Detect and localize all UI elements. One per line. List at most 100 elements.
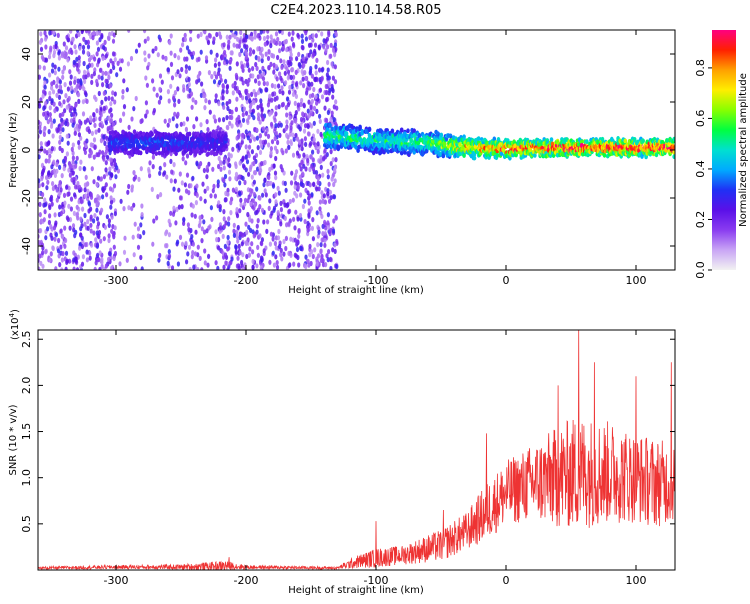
spectrogram-noise-point bbox=[299, 80, 303, 86]
spectrogram-noise-point bbox=[105, 214, 109, 220]
spectrogram-noise-point bbox=[38, 64, 42, 70]
spectrogram-noise-point bbox=[47, 219, 52, 226]
spectrogram-noise-point bbox=[297, 124, 301, 130]
spectrogram-noise-point bbox=[262, 80, 266, 87]
spectrogram-noise-point bbox=[248, 138, 252, 144]
spectrogram-noise-point bbox=[207, 253, 211, 259]
spectrogram-noise-point bbox=[71, 159, 75, 165]
spectrogram-noise-point bbox=[212, 183, 216, 189]
spectrogram-noise-point bbox=[46, 179, 50, 185]
spectrogram-noise-point bbox=[97, 195, 101, 201]
spectrogram-noise-point bbox=[255, 223, 259, 229]
spectrogram-noise-point bbox=[183, 56, 187, 62]
spectrogram-noise-point bbox=[199, 122, 203, 128]
spectrogram-noise-point bbox=[289, 125, 293, 131]
spectrogram-noise-point bbox=[80, 261, 85, 267]
spectrogram-noise-point bbox=[80, 30, 84, 35]
spectrogram-noise-point bbox=[252, 179, 256, 185]
spectrogram-signal-point bbox=[439, 132, 444, 138]
spectrogram-noise-point bbox=[319, 164, 323, 170]
spectrogram-x-axis-label: Height of straight line (km) bbox=[288, 285, 424, 296]
spectrogram-signal-point bbox=[138, 150, 143, 156]
spectrogram-noise-point bbox=[284, 125, 288, 132]
spectrogram-noise-point bbox=[44, 57, 49, 63]
spectrogram-noise-point bbox=[92, 30, 96, 36]
spectrogram-noise-point bbox=[98, 37, 102, 43]
spectrogram-noise-point bbox=[234, 244, 238, 250]
spectrogram-noise-point bbox=[280, 85, 284, 91]
spectrogram-noise-point bbox=[296, 32, 300, 38]
spectrogram-signal-point bbox=[399, 127, 404, 133]
spectrogram-noise-point bbox=[227, 169, 232, 175]
spectrogram-noise-point bbox=[270, 139, 275, 145]
spectrogram-noise-point bbox=[163, 118, 167, 124]
spectrogram-noise-point bbox=[90, 242, 94, 248]
spectrogram-noise-point bbox=[101, 82, 105, 88]
spectrogram-noise-point bbox=[323, 237, 327, 243]
spectrogram-noise-point bbox=[125, 257, 129, 263]
spectrogram-noise-point bbox=[190, 254, 194, 260]
spectrogram-noise-point bbox=[63, 200, 67, 206]
spectrogram-noise-point bbox=[140, 212, 144, 218]
spectrogram-noise-point bbox=[295, 136, 300, 142]
spectrogram-noise-point bbox=[297, 262, 301, 268]
spectrogram-noise-point bbox=[320, 67, 324, 73]
spectrogram-noise-point bbox=[113, 91, 117, 97]
spectrogram-noise-point bbox=[218, 204, 222, 210]
spectrogram-noise-point bbox=[193, 213, 197, 219]
spectrogram-noise-point bbox=[93, 122, 97, 128]
spectrogram-noise-point bbox=[54, 43, 58, 50]
spectrogram-noise-point bbox=[302, 83, 306, 89]
spectrogram-noise-point bbox=[95, 51, 99, 57]
spectrogram-noise-point bbox=[79, 159, 83, 165]
spectrogram-noise-point bbox=[313, 247, 317, 253]
spectrogram-noise-point bbox=[44, 114, 49, 120]
spectrogram-noise-point bbox=[111, 60, 115, 67]
spectrogram-noise-point bbox=[98, 116, 102, 122]
spectrogram-noise-point bbox=[230, 109, 234, 115]
spectrogram-signal-point bbox=[600, 136, 605, 142]
spectrogram-noise-point bbox=[66, 216, 70, 222]
spectrogram-noise-point bbox=[51, 245, 55, 252]
spectrogram-signal-point bbox=[150, 131, 154, 137]
spectrogram-noise-point bbox=[228, 120, 232, 126]
spectrogram-noise-point bbox=[169, 61, 174, 67]
spectrogram-noise-point bbox=[151, 154, 155, 160]
spectrogram-noise-point bbox=[109, 199, 114, 205]
spectrogram-noise-point bbox=[62, 41, 66, 47]
spectrogram-noise-point bbox=[248, 187, 253, 193]
spectrogram-noise-point bbox=[148, 160, 152, 166]
spectrogram-noise-point bbox=[81, 49, 86, 55]
spectrogram-noise-point bbox=[51, 181, 55, 187]
spectrogram-noise-point bbox=[74, 49, 78, 55]
spectrogram-noise-point bbox=[269, 180, 273, 186]
spectrogram-noise-point bbox=[48, 213, 52, 219]
spectrogram-noise-point bbox=[274, 155, 278, 162]
spectrogram-noise-point bbox=[67, 49, 71, 55]
spectrogram-noise-point bbox=[250, 174, 254, 180]
spectrogram-noise-point bbox=[92, 154, 96, 160]
figure-title: C2E4.2023.110.14.58.R05 bbox=[270, 3, 441, 18]
spectrogram-noise-point bbox=[92, 71, 96, 77]
spectrogram-noise-point bbox=[52, 101, 56, 107]
colorbar-gradient bbox=[712, 30, 736, 270]
spectrogram-noise-point bbox=[334, 99, 338, 105]
spectrogram-noise-point bbox=[261, 192, 265, 198]
spectrogram-noise-point bbox=[308, 166, 312, 173]
spectrogram-noise-point bbox=[222, 159, 226, 165]
spectrogram-signal-point bbox=[424, 148, 429, 154]
spectrogram-noise-point bbox=[97, 90, 101, 97]
spectrogram-noise-point bbox=[92, 230, 96, 236]
spectrogram-noise-point bbox=[104, 120, 108, 126]
spectrogram-noise-point bbox=[255, 229, 259, 235]
spectrogram-noise-point bbox=[191, 50, 196, 56]
spectrogram-noise-point bbox=[98, 266, 102, 270]
spectrogram-noise-point bbox=[230, 123, 234, 129]
spectrogram-noise-point bbox=[212, 114, 216, 120]
spectrogram-noise-point bbox=[43, 148, 47, 154]
spectrogram-noise-point bbox=[150, 186, 154, 192]
spectrogram-noise-point bbox=[113, 211, 117, 217]
spectrogram-noise-point bbox=[275, 264, 280, 270]
spectrogram-noise-point bbox=[189, 91, 194, 97]
spectrogram-noise-point bbox=[299, 116, 304, 123]
